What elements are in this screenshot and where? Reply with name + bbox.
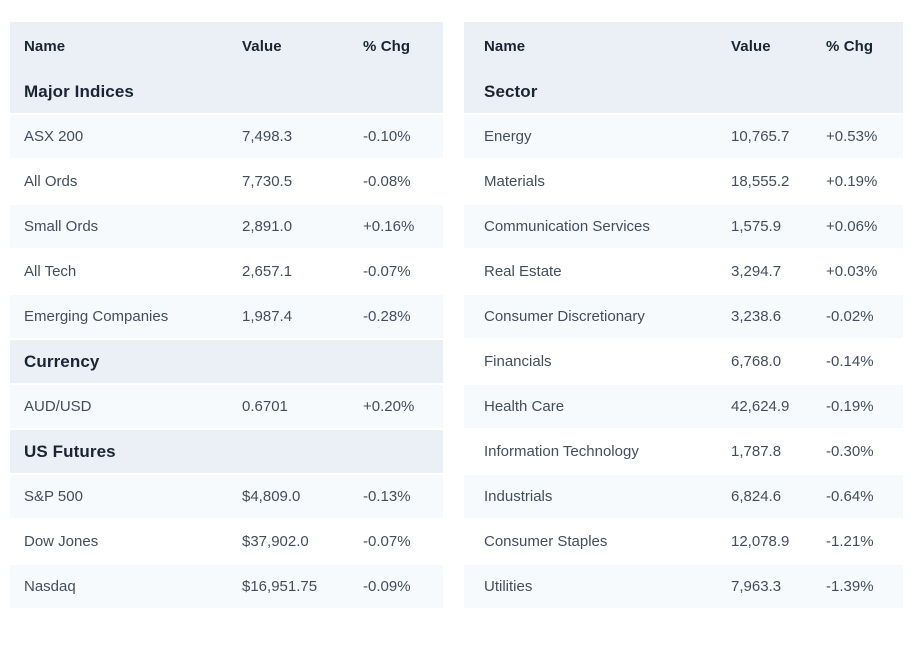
pct-change-cell: +0.16% <box>349 205 443 250</box>
table-row: Communication Services 1,575.9 +0.06% <box>464 205 903 250</box>
table-row: Nasdaq $16,951.75 -0.09% <box>10 565 443 610</box>
pct-change-cell: -0.07% <box>349 250 443 295</box>
value-cell: $16,951.75 <box>228 565 349 610</box>
column-header-name: Name <box>10 22 228 70</box>
column-header--chg: % Chg <box>806 22 903 70</box>
column-header-value: Value <box>228 22 349 70</box>
value-cell: 10,765.7 <box>711 115 806 160</box>
value-cell: 3,294.7 <box>711 250 806 295</box>
name-cell: Utilities <box>464 565 711 610</box>
table-row: Utilities 7,963.3 -1.39% <box>464 565 903 610</box>
value-cell: 1,987.4 <box>228 295 349 340</box>
table-row: Financials 6,768.0 -0.14% <box>464 340 903 385</box>
value-cell: $37,902.0 <box>228 520 349 565</box>
value-cell: 42,624.9 <box>711 385 806 430</box>
pct-change-cell: -0.19% <box>806 385 903 430</box>
name-cell: Financials <box>464 340 711 385</box>
table-row: Materials 18,555.2 +0.19% <box>464 160 903 205</box>
pct-change-cell: -0.07% <box>349 520 443 565</box>
name-cell: Communication Services <box>464 205 711 250</box>
name-cell: Nasdaq <box>10 565 228 610</box>
table-row: ASX 200 7,498.3 -0.10% <box>10 115 443 160</box>
indices-table: Name Value% Chg Major Indices ASX 200 7,498.… <box>10 22 443 610</box>
pct-change-cell: -1.21% <box>806 520 903 565</box>
pct-change-cell: -0.08% <box>349 160 443 205</box>
pct-change-cell: -0.09% <box>349 565 443 610</box>
name-cell: Health Care <box>464 385 711 430</box>
pct-change-cell: +0.53% <box>806 115 903 160</box>
name-cell: Consumer Staples <box>464 520 711 565</box>
section-header-row: Major Indices <box>10 70 443 115</box>
section-header-row: US Futures <box>10 430 443 475</box>
pct-change-cell: -0.02% <box>806 295 903 340</box>
name-cell: Small Ords <box>10 205 228 250</box>
table-row: Emerging Companies 1,987.4 -0.28% <box>10 295 443 340</box>
table-row: Information Technology 1,787.8 -0.30% <box>464 430 903 475</box>
column-header--chg: % Chg <box>349 22 443 70</box>
section-header-row: Currency <box>10 340 443 385</box>
column-header-value: Value <box>711 22 806 70</box>
section-title: Currency <box>10 340 443 385</box>
table-row: Health Care 42,624.9 -0.19% <box>464 385 903 430</box>
table-row: Industrials 6,824.6 -0.64% <box>464 475 903 520</box>
name-cell: Materials <box>464 160 711 205</box>
name-cell: Dow Jones <box>10 520 228 565</box>
value-cell: 1,575.9 <box>711 205 806 250</box>
value-cell: 2,891.0 <box>228 205 349 250</box>
table-row: Real Estate 3,294.7 +0.03% <box>464 250 903 295</box>
table-row: Consumer Staples 12,078.9 -1.21% <box>464 520 903 565</box>
section-header-row: Sector <box>464 70 903 115</box>
value-cell: 2,657.1 <box>228 250 349 295</box>
value-cell: $4,809.0 <box>228 475 349 520</box>
table-row: Energy 10,765.7 +0.53% <box>464 115 903 160</box>
name-cell: S&P 500 <box>10 475 228 520</box>
value-cell: 6,824.6 <box>711 475 806 520</box>
name-cell: Energy <box>464 115 711 160</box>
table-row: All Tech 2,657.1 -0.07% <box>10 250 443 295</box>
pct-change-cell: -1.39% <box>806 565 903 610</box>
name-cell: Emerging Companies <box>10 295 228 340</box>
name-cell: All Ords <box>10 160 228 205</box>
pct-change-cell: -0.10% <box>349 115 443 160</box>
pct-change-cell: -0.13% <box>349 475 443 520</box>
section-title: US Futures <box>10 430 443 475</box>
column-header-name: Name <box>464 22 711 70</box>
column-header-row: Name Value% Chg <box>464 22 903 70</box>
value-cell: 7,963.3 <box>711 565 806 610</box>
name-cell: Real Estate <box>464 250 711 295</box>
table-row: AUD/USD 0.6701 +0.20% <box>10 385 443 430</box>
value-cell: 12,078.9 <box>711 520 806 565</box>
pct-change-cell: -0.64% <box>806 475 903 520</box>
section-title: Sector <box>464 70 903 115</box>
table-row: Small Ords 2,891.0 +0.16% <box>10 205 443 250</box>
name-cell: Consumer Discretionary <box>464 295 711 340</box>
name-cell: Information Technology <box>464 430 711 475</box>
name-cell: All Tech <box>10 250 228 295</box>
name-cell: ASX 200 <box>10 115 228 160</box>
pct-change-cell: +0.03% <box>806 250 903 295</box>
value-cell: 3,238.6 <box>711 295 806 340</box>
value-cell: 18,555.2 <box>711 160 806 205</box>
name-cell: Industrials <box>464 475 711 520</box>
value-cell: 6,768.0 <box>711 340 806 385</box>
table-row: Dow Jones $37,902.0 -0.07% <box>10 520 443 565</box>
pct-change-cell: +0.19% <box>806 160 903 205</box>
value-cell: 7,498.3 <box>228 115 349 160</box>
pct-change-cell: +0.20% <box>349 385 443 430</box>
pct-change-cell: -0.14% <box>806 340 903 385</box>
table-row: Consumer Discretionary 3,238.6 -0.02% <box>464 295 903 340</box>
value-cell: 7,730.5 <box>228 160 349 205</box>
table-row: All Ords 7,730.5 -0.08% <box>10 160 443 205</box>
value-cell: 1,787.8 <box>711 430 806 475</box>
name-cell: AUD/USD <box>10 385 228 430</box>
pct-change-cell: +0.06% <box>806 205 903 250</box>
table-row: S&P 500 $4,809.0 -0.13% <box>10 475 443 520</box>
pct-change-cell: -0.30% <box>806 430 903 475</box>
column-header-row: Name Value% Chg <box>10 22 443 70</box>
sectors-table: Name Value% Chg Sector Energy 10,765.7 +0.53%… <box>464 22 903 610</box>
value-cell: 0.6701 <box>228 385 349 430</box>
pct-change-cell: -0.28% <box>349 295 443 340</box>
section-title: Major Indices <box>10 70 443 115</box>
